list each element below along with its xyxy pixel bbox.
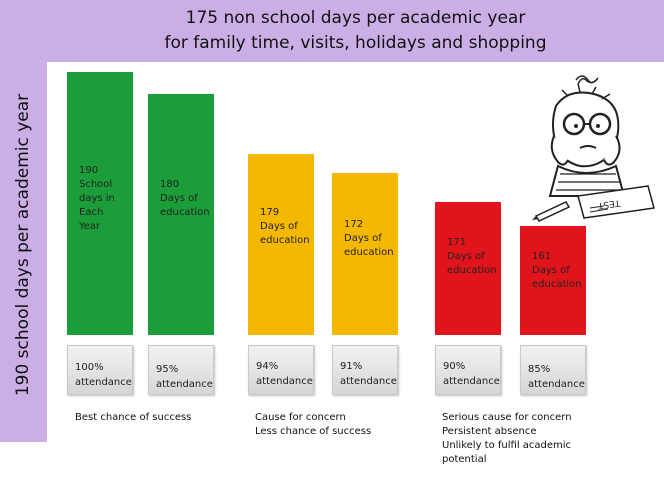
bar-5 (435, 202, 501, 335)
group-label-1: Best chance of success (75, 412, 192, 423)
bar-1 (67, 72, 133, 335)
attendance-label-4: 91% attendance (340, 361, 397, 387)
title-line-1: 175 non school days per academic year (185, 8, 526, 28)
student-taking-test-cartoon-icon: TEST (532, 75, 655, 222)
group-label-3: Serious cause for concern Persistent abs… (442, 412, 572, 465)
svg-text:TEST: TEST (597, 197, 622, 210)
bar-3 (248, 154, 314, 335)
bar-2 (148, 94, 214, 335)
group-label-2: Cause for concern Less chance of success (255, 412, 372, 437)
attendance-box-4 (332, 345, 398, 395)
attendance-box-6 (520, 345, 586, 395)
attendance-box-3 (248, 345, 314, 395)
ylabel-band (0, 0, 47, 442)
attendance-box-5 (435, 345, 501, 395)
bar-4 (332, 173, 398, 335)
bar-label-3: 179 Days of education (260, 207, 310, 246)
bar-6 (520, 226, 586, 335)
attendance-box-1 (67, 345, 133, 395)
attendance-label-6: 85% attendance (528, 364, 585, 390)
bar-label-1: 190 School days in Each Year (79, 165, 115, 232)
attendance-label-1: 100% attendance (75, 362, 132, 388)
attendance-label-5: 90% attendance (443, 361, 500, 387)
chart-title: 175 non school days per academic year fo… (47, 6, 664, 56)
bar-label-5: 171 Days of education (447, 237, 497, 276)
bar-label-6: 161 Days of education (532, 251, 582, 290)
attendance-label-3: 94% attendance (256, 361, 313, 387)
title-band (0, 0, 664, 62)
attendance-box-2 (148, 345, 214, 395)
attendance-label-2: 95% attendance (156, 364, 213, 390)
title-line-2: for family time, visits, holidays and sh… (164, 33, 547, 53)
bar-label-2: 180 Days of education (160, 179, 210, 218)
bar-label-4: 172 Days of education (344, 219, 394, 258)
